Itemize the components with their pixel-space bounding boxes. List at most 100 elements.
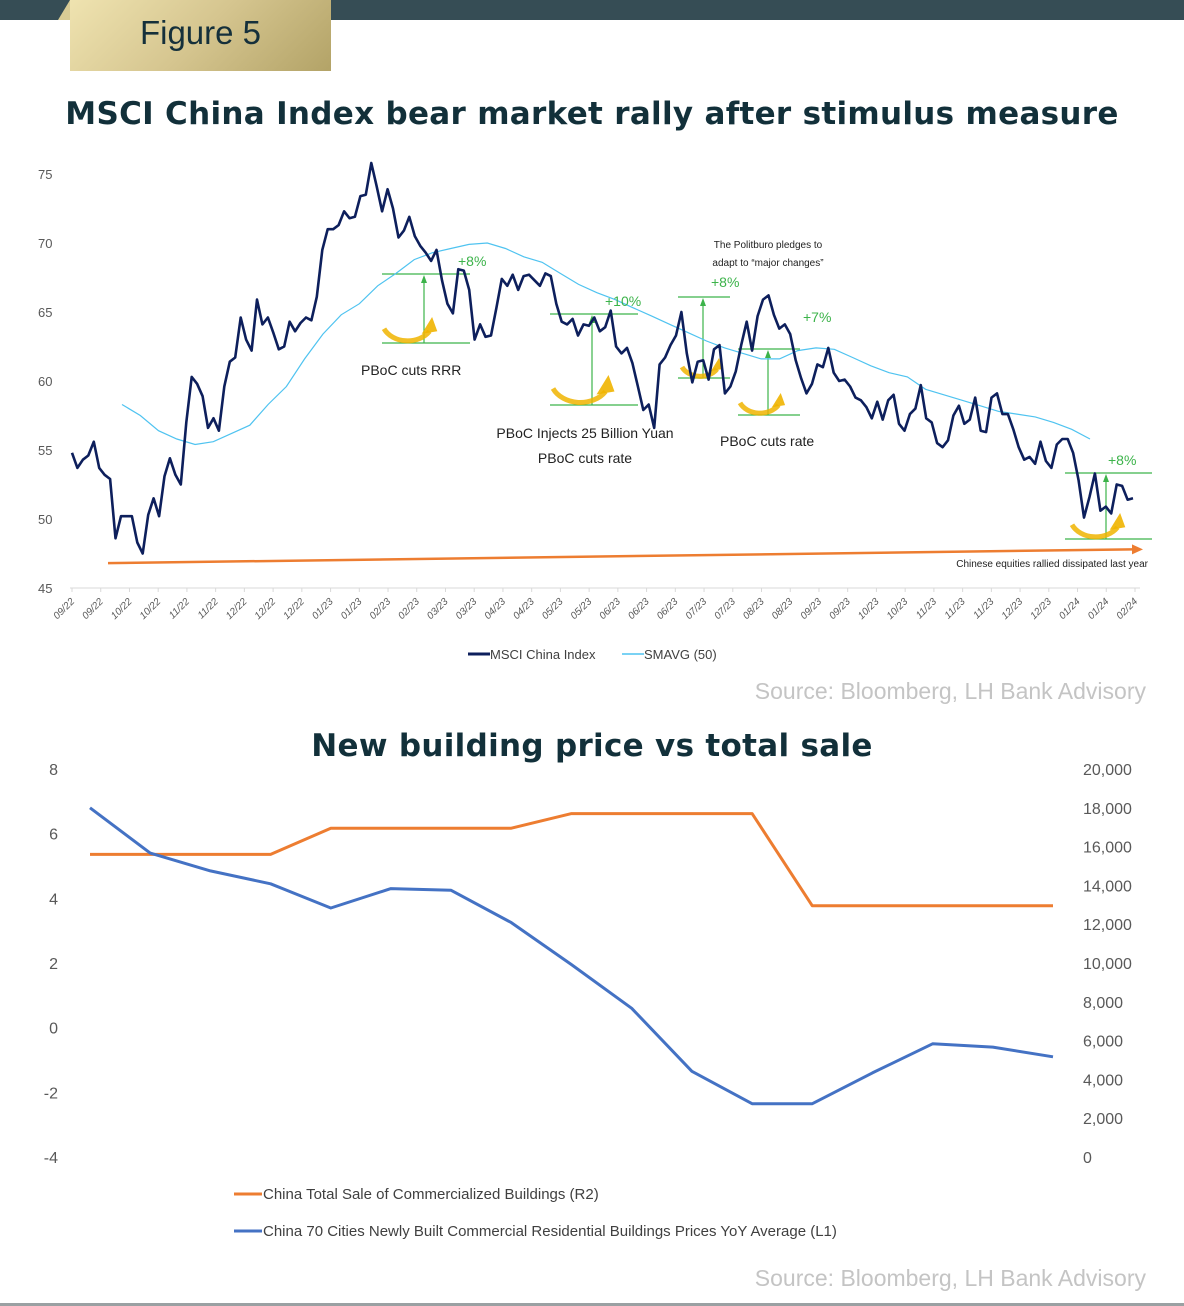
rally-pct-label: +8%	[1108, 452, 1136, 468]
x-tick-label: 11/23	[914, 596, 939, 621]
x-tick-label: 01/23	[310, 596, 336, 622]
rally-pct-label: +8%	[711, 274, 739, 290]
right-y-tick-label: 14,000	[1083, 878, 1132, 895]
right-y-tick-label: 16,000	[1083, 840, 1132, 857]
x-tick-label: 11/23	[972, 596, 997, 621]
x-tick-label: 02/23	[368, 596, 394, 622]
curved-arrow-icon	[381, 327, 432, 344]
x-tick-label: 06/23	[655, 596, 681, 622]
right-y-tick-label: 8,000	[1083, 995, 1123, 1012]
right-y-tick-label: 4,000	[1083, 1072, 1123, 1089]
x-tick-label: 11/22	[196, 596, 221, 621]
smavg-line	[121, 242, 1091, 446]
bottom-rule	[0, 1303, 1184, 1306]
chart2-title: New building price vs total sale	[311, 728, 873, 764]
annotation-label: PBoC cuts rate	[538, 450, 632, 466]
rally-pct-label: +10%	[605, 293, 641, 309]
right-y-tick-label: 6,000	[1083, 1034, 1123, 1051]
right-y-tick-label: 0	[1083, 1150, 1092, 1167]
rally-arrow-head	[1103, 474, 1109, 482]
x-tick-label: 02/24	[1115, 596, 1141, 622]
rally-arrow-head	[421, 275, 427, 283]
curved-arrow-icon	[550, 387, 608, 406]
right-y-tick-label: 18,000	[1083, 801, 1132, 818]
x-tick-label: 11/22	[167, 596, 192, 621]
curved-arrow-icon	[679, 365, 719, 379]
y-tick-label: 50	[38, 512, 52, 527]
source-note-1: Source: Bloomberg, LH Bank Advisory	[754, 678, 1146, 704]
legend-label-sale: China Total Sale of Commercialized Build…	[263, 1186, 599, 1203]
trend-arrowhead	[1132, 544, 1143, 555]
msci-line	[70, 161, 1134, 555]
x-tick-label: 09/23	[799, 596, 825, 622]
right-y-tick-label: 10,000	[1083, 956, 1132, 973]
right-y-tick-label: 2,000	[1083, 1111, 1123, 1128]
y-tick-label: 70	[38, 236, 52, 251]
annotation-label: The Politburo pledges to	[714, 240, 823, 251]
right-y-tick-label: 12,000	[1083, 917, 1132, 934]
x-tick-label: 01/24	[1086, 596, 1112, 622]
x-tick-label: 03/23	[425, 596, 451, 622]
rally-pct-label: +7%	[803, 309, 831, 325]
x-tick-label: 03/23	[454, 596, 480, 622]
x-tick-label: 04/23	[483, 596, 509, 622]
curved-arrow-head-icon	[1109, 513, 1126, 530]
left-y-tick-label: 6	[49, 827, 58, 844]
x-tick-label: 06/23	[598, 596, 624, 622]
x-tick-label: 01/23	[339, 596, 365, 622]
x-tick-label: 12/23	[1028, 596, 1054, 622]
source-note-2: Source: Bloomberg, LH Bank Advisory	[754, 1265, 1146, 1291]
rally-pct-label: +8%	[458, 253, 486, 269]
x-tick-label: 10/22	[138, 596, 164, 622]
rally-arrow-head	[765, 350, 771, 358]
x-tick-label: 08/23	[770, 596, 796, 622]
legend-label-price: China 70 Cities Newly Built Commercial R…	[263, 1223, 837, 1240]
price-line	[89, 806, 1054, 1106]
left-y-tick-label: 2	[49, 956, 58, 973]
y-tick-label: 60	[38, 374, 52, 389]
y-tick-label: 55	[38, 443, 52, 458]
y-tick-label: 45	[38, 581, 52, 596]
annotation-label: PBoC cuts rate	[720, 433, 814, 449]
curved-arrow-icon	[737, 401, 781, 416]
x-tick-label: 07/23	[684, 596, 710, 622]
x-tick-label: 01/24	[1057, 596, 1083, 622]
x-tick-label: 02/23	[396, 596, 422, 622]
curved-arrow-head-icon	[771, 393, 786, 408]
figure-tab	[70, 0, 331, 71]
x-tick-label: 10/23	[856, 596, 882, 622]
legend-label-smavg: SMAVG (50)	[644, 647, 717, 662]
x-tick-label: 10/23	[885, 596, 911, 622]
left-y-tick-label: -2	[44, 1085, 58, 1102]
x-tick-label: 09/22	[52, 596, 78, 622]
right-y-tick-label: 20,000	[1083, 762, 1132, 779]
x-tick-label: 12/22	[224, 596, 250, 622]
chart1-title: MSCI China Index bear market rally after…	[65, 96, 1119, 132]
y-tick-label: 75	[38, 167, 52, 182]
x-tick-label: 05/23	[540, 596, 566, 622]
figure-tab-fold	[58, 0, 70, 20]
left-y-tick-label: 8	[49, 762, 58, 779]
x-tick-label: 08/23	[741, 596, 767, 622]
x-tick-label: 04/23	[511, 596, 537, 622]
trend-line	[107, 548, 1133, 565]
left-y-tick-label: -4	[44, 1150, 58, 1167]
x-tick-label: 12/22	[253, 596, 279, 622]
sale-line	[90, 812, 1053, 908]
x-tick-label: 09/23	[827, 596, 853, 622]
x-tick-label: 05/23	[569, 596, 595, 622]
annotation-label: adapt to “major changes”	[712, 258, 823, 269]
x-tick-label: 12/22	[281, 596, 307, 622]
rally-arrow-head	[700, 298, 706, 306]
curved-arrow-icon	[1069, 523, 1120, 540]
x-tick-label: 11/23	[943, 596, 968, 621]
x-tick-label: 07/23	[712, 596, 738, 622]
x-tick-label: 06/23	[626, 596, 652, 622]
x-tick-label: 09/22	[80, 596, 106, 622]
curved-arrow-head-icon	[596, 375, 615, 395]
figure-label: Figure 5	[139, 14, 262, 51]
x-tick-label: 12/23	[1000, 596, 1026, 622]
annotation-label: PBoC cuts RRR	[361, 362, 461, 378]
left-y-tick-label: 4	[49, 891, 58, 908]
